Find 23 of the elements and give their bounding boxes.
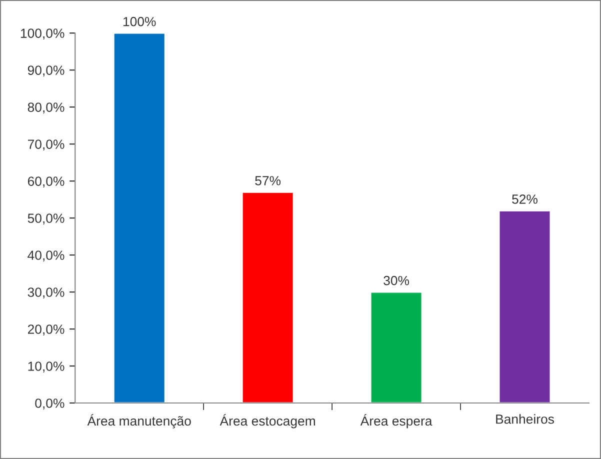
x-tick-label: Banheiros bbox=[496, 414, 554, 424]
data-label: 30% bbox=[384, 276, 410, 286]
y-tick-label: 60,0% bbox=[28, 176, 64, 188]
y-tick-label: 20,0% bbox=[28, 324, 64, 336]
y-tick-label: 90,0% bbox=[28, 66, 64, 77]
y-tick-label: 80,0% bbox=[28, 102, 64, 114]
x-tick-label: Área estocagem bbox=[220, 414, 315, 428]
bar bbox=[498, 210, 552, 403]
x-tick-label: Área espera bbox=[360, 414, 432, 428]
y-tick-label: 10,0% bbox=[28, 362, 64, 372]
data-label: 100% bbox=[123, 16, 156, 26]
y-tick-label: 30,0% bbox=[28, 288, 64, 298]
bar bbox=[370, 291, 423, 403]
bar bbox=[112, 33, 166, 403]
y-tick-label: 100,0% bbox=[20, 28, 64, 40]
y-tick-label: 70,0% bbox=[28, 140, 64, 151]
y-tick-label: 50,0% bbox=[28, 214, 64, 224]
x-tick-label: Área manutenção bbox=[87, 414, 191, 428]
data-label: 52% bbox=[512, 194, 538, 204]
y-tick-label: 0,0% bbox=[35, 398, 64, 410]
y-tick-label: 40,0% bbox=[28, 250, 64, 262]
bar bbox=[241, 191, 294, 403]
data-label: 57% bbox=[255, 176, 281, 186]
